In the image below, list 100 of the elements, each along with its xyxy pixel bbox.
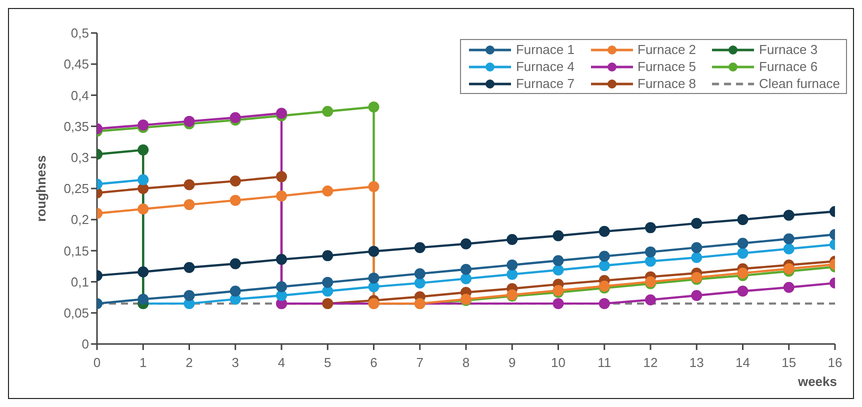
- y-tick-label: 0,2: [70, 212, 89, 228]
- point: [276, 290, 287, 301]
- point: [184, 262, 195, 273]
- point: [138, 120, 149, 131]
- y-tick-label: 0,4: [70, 88, 89, 103]
- y-tick-label: 0: [82, 336, 89, 352]
- legend-label: Furnace 2: [638, 42, 696, 57]
- point: [322, 298, 334, 310]
- point: [737, 286, 748, 297]
- point: [230, 286, 241, 297]
- point: [691, 252, 702, 264]
- x-tick-label: 3: [232, 355, 239, 370]
- point: [552, 298, 564, 310]
- point: [138, 266, 149, 278]
- y-axis-title: roughness: [34, 155, 49, 222]
- point: [414, 242, 426, 254]
- point: [276, 108, 287, 119]
- point: [138, 204, 149, 215]
- x-axis-title: weeks: [796, 374, 837, 389]
- x-tick-label: 0: [93, 355, 101, 370]
- point: [230, 258, 241, 270]
- legend-label: Furnace 1: [516, 42, 574, 57]
- point: [414, 268, 426, 280]
- point: [737, 214, 748, 226]
- x-tick-label: 8: [462, 355, 470, 370]
- y-tick-label: 0,45: [64, 56, 89, 72]
- point: [230, 194, 241, 206]
- legend-label: Furnace 8: [638, 76, 696, 91]
- point: [737, 248, 748, 259]
- y-tick-label: 0,1: [70, 274, 89, 290]
- x-tick-label: 14: [736, 355, 750, 370]
- x-tick-label: 7: [416, 355, 424, 370]
- point: [184, 116, 195, 127]
- legend-label: Furnace 4: [516, 59, 574, 74]
- point: [598, 298, 610, 310]
- y-tick-label: 0,35: [64, 118, 89, 134]
- x-tick-label: 6: [370, 355, 378, 370]
- point: [737, 268, 748, 279]
- x-tick-label: 2: [186, 355, 193, 370]
- legend-label: Clean furnace: [759, 76, 840, 91]
- point: [506, 260, 518, 271]
- y-tick-label: 0,5: [70, 26, 89, 41]
- x-tick-label: 5: [324, 355, 332, 370]
- point: [598, 250, 610, 262]
- point: [645, 222, 656, 234]
- point: [368, 102, 380, 113]
- point: [276, 190, 287, 202]
- point: [184, 290, 195, 301]
- x-tick-label: 15: [782, 355, 796, 370]
- point: [138, 294, 149, 305]
- point: [414, 278, 426, 289]
- x-tick-label: 16: [828, 355, 842, 370]
- point: [737, 238, 748, 249]
- x-tick-label: 13: [689, 355, 704, 370]
- point: [138, 183, 149, 194]
- point: [783, 263, 794, 274]
- point: [460, 264, 472, 275]
- point: [552, 255, 564, 266]
- point: [598, 226, 610, 237]
- point: [691, 242, 702, 254]
- x-tick-label: 12: [643, 355, 658, 370]
- point: [691, 290, 702, 301]
- x-tick-label: 1: [140, 355, 147, 370]
- point: [506, 234, 518, 246]
- y-tick-label: 0,3: [70, 150, 89, 166]
- x-tick-label: 10: [551, 355, 566, 370]
- point: [783, 233, 794, 244]
- point: [552, 230, 564, 242]
- point: [645, 294, 656, 306]
- x-tick-label: 11: [598, 355, 612, 370]
- point: [230, 112, 241, 124]
- point: [460, 273, 472, 284]
- legend-label: Furnace 6: [759, 59, 818, 74]
- point: [230, 176, 241, 187]
- legend-label: Furnace 7: [516, 76, 574, 91]
- point: [691, 218, 702, 229]
- point: [276, 171, 287, 182]
- point: [783, 282, 794, 293]
- point: [322, 286, 334, 297]
- point: [368, 272, 380, 284]
- point: [184, 199, 195, 210]
- point: [276, 254, 287, 265]
- point: [460, 238, 472, 250]
- point: [322, 185, 334, 196]
- point: [506, 268, 518, 280]
- point: [783, 210, 794, 221]
- y-tick-label: 0,25: [64, 181, 89, 196]
- x-tick-label: 9: [508, 355, 516, 370]
- legend-label: Furnace 5: [638, 59, 696, 74]
- point: [645, 256, 656, 267]
- x-tick-label: 4: [278, 355, 286, 370]
- point: [322, 276, 334, 288]
- point: [138, 144, 149, 156]
- point: [552, 264, 564, 276]
- point: [138, 174, 149, 186]
- point: [322, 250, 334, 262]
- point: [368, 181, 380, 192]
- point: [184, 179, 195, 190]
- point: [368, 246, 380, 257]
- point: [783, 243, 794, 254]
